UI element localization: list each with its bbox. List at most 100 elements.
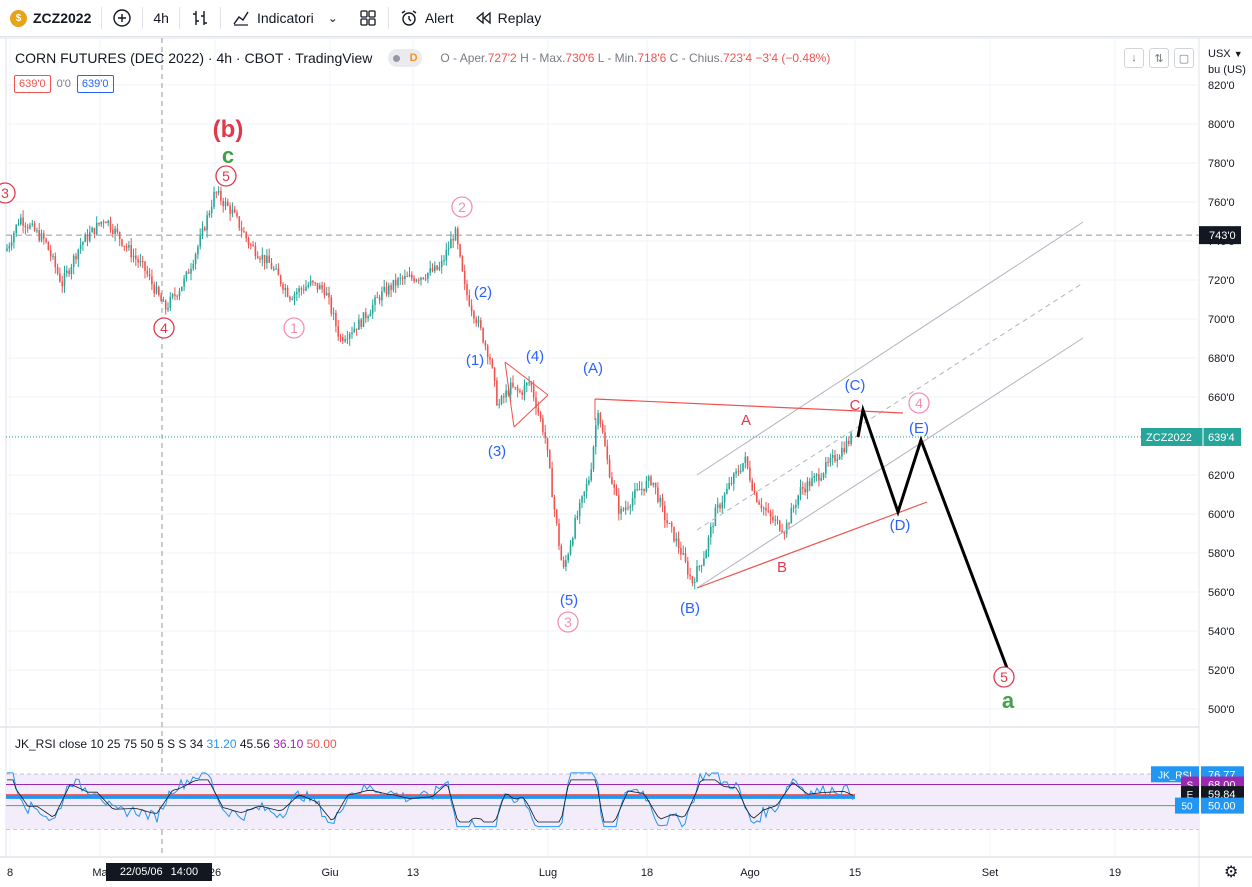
rsi-legend[interactable]: JK_RSI close 10 25 75 50 5 S S 34 31.20 … xyxy=(15,737,337,751)
candle-body xyxy=(342,337,344,342)
candle-body xyxy=(378,297,381,301)
candle-body xyxy=(447,248,450,250)
candle-body xyxy=(693,581,696,583)
price-axis[interactable]: 820'0800'0780'0760'0740'0720'0700'0680'0… xyxy=(1141,80,1244,814)
candle-body xyxy=(291,298,293,300)
candle-body xyxy=(153,284,155,294)
alert-label: Alert xyxy=(424,10,454,26)
candle-body xyxy=(436,265,438,270)
candle-body xyxy=(684,553,687,562)
alarm-clock-icon xyxy=(401,10,417,26)
interval-button[interactable]: 4h xyxy=(143,0,179,37)
candle-body xyxy=(222,200,224,207)
candle-body xyxy=(629,506,632,508)
rsi-tag-value: 50.00 xyxy=(1208,801,1236,813)
restore-button[interactable]: ⇅ xyxy=(1149,48,1169,68)
rsi-value-3: 36.10 xyxy=(273,737,304,751)
chevron-down-icon[interactable]: ⌄ xyxy=(327,11,338,25)
wave-label-5-bottom-circle xyxy=(993,666,1015,688)
candle-body xyxy=(749,467,751,481)
maximize-icon: ▢ xyxy=(1178,52,1190,65)
high-value: 730'6 xyxy=(565,51,595,65)
collapse-button[interactable]: ↓ xyxy=(1124,48,1144,68)
change-value: −3'4 (−0.48%) xyxy=(755,51,831,65)
candle-body xyxy=(13,233,15,243)
candle-body xyxy=(199,235,201,247)
price-tick-label: 700'0 xyxy=(1208,314,1235,326)
candle-body xyxy=(245,232,247,239)
candle-body xyxy=(224,201,227,207)
layout-button[interactable] xyxy=(348,0,388,37)
candle-body xyxy=(404,276,406,279)
replay-button[interactable]: Replay xyxy=(464,0,552,37)
candle-body xyxy=(776,519,779,521)
wave-label-3-bottom: 3 xyxy=(564,614,572,630)
rsi-indicator-name: JK_RSI close 10 25 75 50 5 S S 34 xyxy=(15,737,204,751)
candle-body xyxy=(36,230,38,232)
candle-body xyxy=(733,473,735,484)
candle-body xyxy=(599,413,602,424)
triangle-upper-line xyxy=(594,398,904,414)
market-status-pill[interactable]: D xyxy=(388,49,423,67)
bar-style-button[interactable] xyxy=(180,0,220,37)
candle-body xyxy=(843,448,845,453)
candle-body xyxy=(822,473,825,478)
compare-symbol-button[interactable] xyxy=(102,0,142,37)
candle-body xyxy=(296,292,298,294)
indicators-button[interactable]: Indicatori ⌄ xyxy=(221,0,348,37)
candle-body xyxy=(466,283,468,296)
price-tick-label: 800'0 xyxy=(1208,119,1235,131)
candle-body xyxy=(390,285,392,290)
wave-label-4-right-circle xyxy=(908,392,930,414)
settings-gear-icon[interactable]: ⚙ xyxy=(1224,864,1239,881)
time-axis[interactable]: 8 Ma 26 Giu 13 Lug 18 Ago 15 Set 19 xyxy=(7,867,1121,879)
candle-body xyxy=(790,508,793,524)
candle-body xyxy=(10,242,13,246)
candle-body xyxy=(84,234,86,243)
candle-body xyxy=(137,259,139,263)
maximize-button[interactable]: ▢ xyxy=(1174,48,1194,68)
candle-body xyxy=(521,392,523,395)
candle-body xyxy=(371,304,374,314)
bid-price[interactable]: 639'0 xyxy=(14,75,51,93)
candle-body xyxy=(574,518,576,539)
candle-body xyxy=(753,490,756,493)
candle-body xyxy=(114,228,116,234)
candle-body xyxy=(86,234,89,241)
currency-selector[interactable]: USX ▼ bu (US) xyxy=(1208,46,1246,78)
candle-body xyxy=(229,205,231,214)
price-tick-label: 660'0 xyxy=(1208,392,1235,404)
candle-body xyxy=(63,273,66,287)
candle-body xyxy=(650,476,652,485)
candle-body xyxy=(507,390,510,395)
candle-body xyxy=(259,258,261,260)
candle-body xyxy=(192,263,195,269)
ask-price[interactable]: 639'0 xyxy=(76,75,114,93)
candle-body xyxy=(220,190,222,201)
candle-body xyxy=(38,230,40,241)
candle-body xyxy=(661,497,664,506)
candle-body xyxy=(475,318,477,324)
candle-body xyxy=(792,507,795,509)
price-tick-label: 520'0 xyxy=(1208,665,1235,677)
price-marker-value: 743'0 xyxy=(1209,230,1236,242)
candle-body xyxy=(461,256,464,272)
grid-icon xyxy=(360,10,376,26)
candle-body xyxy=(641,488,643,491)
rsi-tag-letter: E xyxy=(1187,790,1194,801)
symbol-search[interactable]: $ ZCZ2022 xyxy=(0,0,101,37)
candle-body xyxy=(714,507,717,527)
candle-body xyxy=(723,493,726,503)
candle-body xyxy=(77,249,80,260)
candle-body xyxy=(606,446,609,460)
candle-body xyxy=(742,462,744,471)
candle-body xyxy=(645,480,648,492)
alert-button[interactable]: Alert xyxy=(389,0,464,37)
candle-body xyxy=(298,288,300,293)
price-tick-label: 580'0 xyxy=(1208,548,1235,560)
candle-body xyxy=(236,212,238,217)
candle-body xyxy=(622,508,625,511)
candle-body xyxy=(597,413,599,426)
chart-title[interactable]: CORN FUTURES (DEC 2022) · 4h · CBOT · Tr… xyxy=(15,50,373,66)
